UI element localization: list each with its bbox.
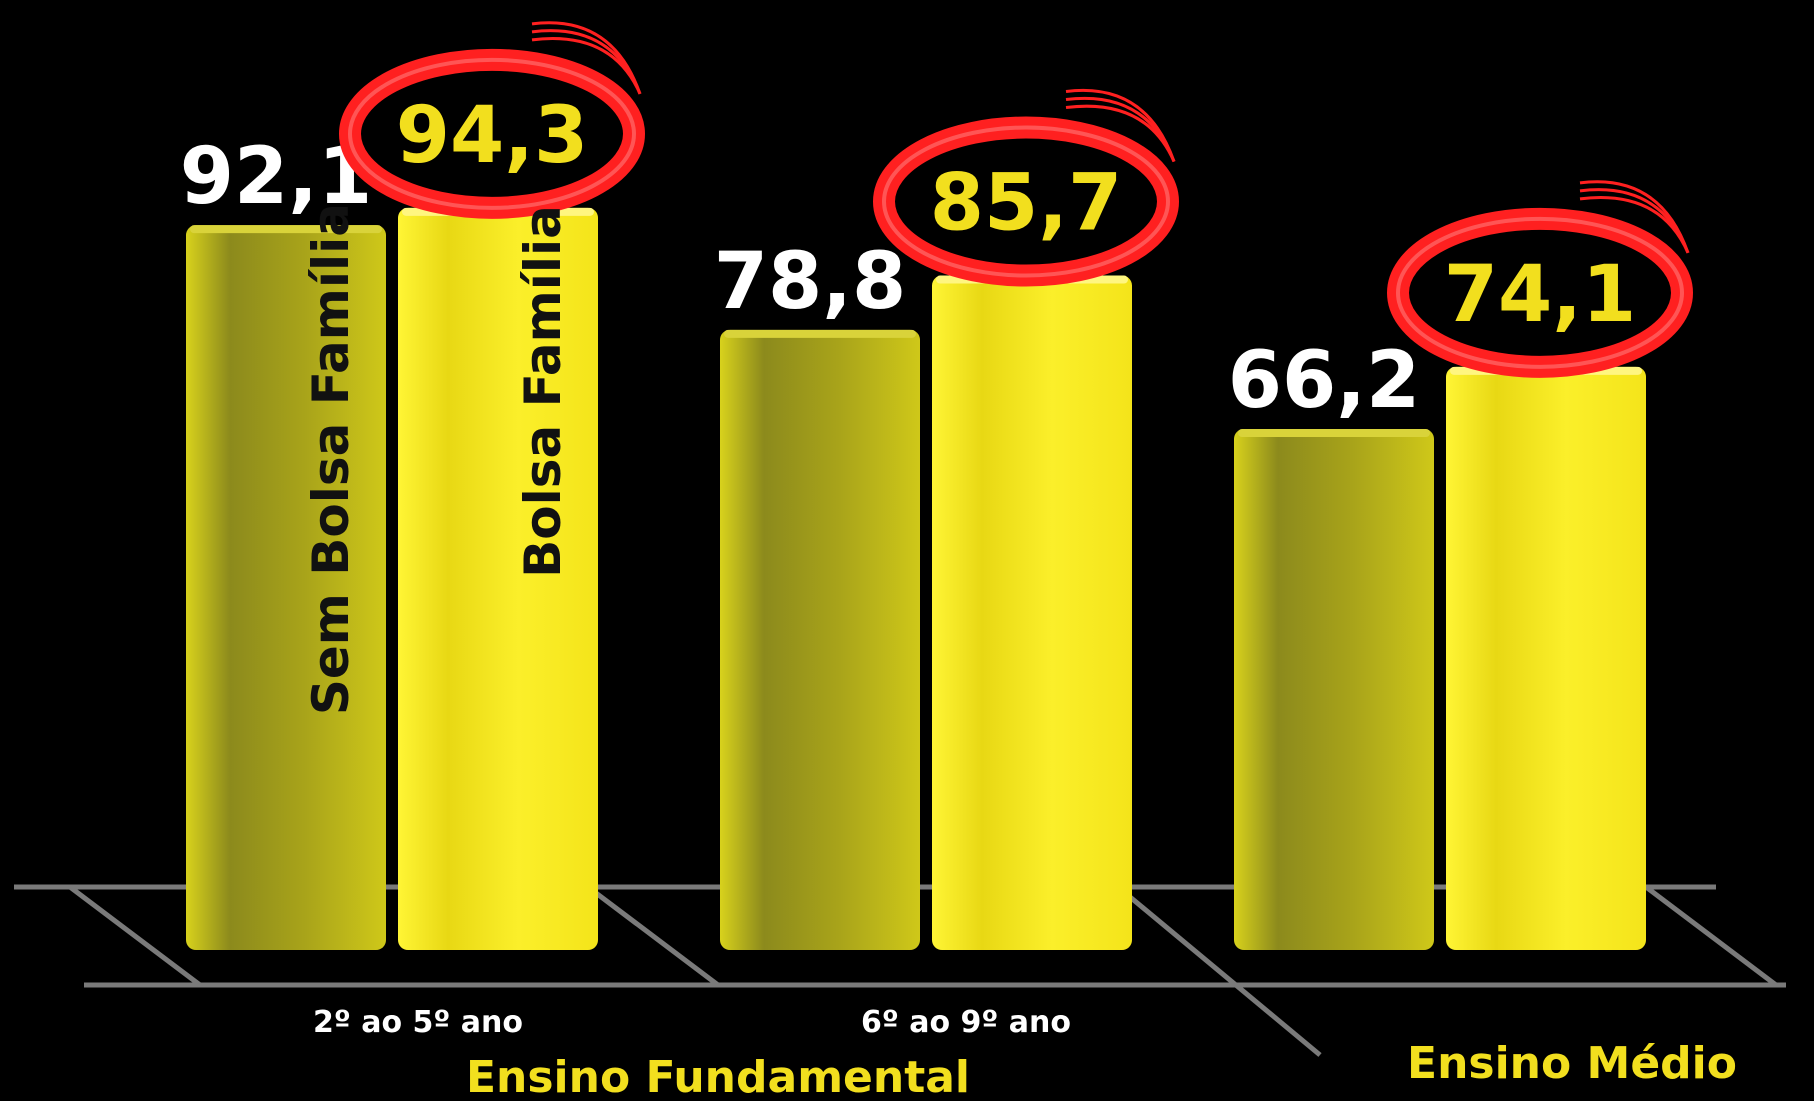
group-label-ensino-fundamental: Ensino Fundamental bbox=[466, 1052, 970, 1101]
bar-bolsa-familia-1 bbox=[398, 207, 598, 950]
bars-layer bbox=[186, 207, 1646, 951]
group-label-ensino-medio: Ensino Médio bbox=[1407, 1038, 1737, 1089]
category-label-1: 2º ao 5º ano bbox=[313, 1005, 523, 1040]
series-name-2: Bolsa Família bbox=[514, 205, 572, 578]
value-label-bolsa-familia-3: 74,1 bbox=[1444, 250, 1636, 340]
bar-top-edge bbox=[1238, 429, 1430, 438]
value-label-sem-bolsa-familia-1: 92,1 bbox=[180, 132, 372, 222]
value-label-sem-bolsa-familia-2: 78,8 bbox=[714, 237, 906, 327]
bar-bolsa-familia-2 bbox=[932, 275, 1132, 950]
highlight-ring-2 bbox=[873, 89, 1179, 287]
bar-sem-bolsa-familia-3 bbox=[1234, 429, 1434, 951]
labels-layer: 92,1 78,8 66,2 Sem Bolsa Família 94,3 85,7 74,… bbox=[180, 21, 1693, 715]
highlight-ring-3 bbox=[1387, 180, 1693, 378]
bar-bolsa-familia-3 bbox=[1446, 366, 1646, 950]
bar-top-edge bbox=[190, 225, 382, 234]
value-label-sem-bolsa-familia-3: 66,2 bbox=[1228, 336, 1420, 426]
value-label-bolsa-familia-1: 94,3 bbox=[396, 91, 588, 181]
value-label-bolsa-familia-2: 85,7 bbox=[930, 159, 1122, 249]
bar-sem-bolsa-familia-2 bbox=[720, 329, 920, 950]
series-name-1: Sem Bolsa Família bbox=[302, 203, 360, 715]
bar-sem-bolsa-familia-1 bbox=[186, 225, 386, 951]
category-label-2: 6º ao 9º ano bbox=[861, 1005, 1071, 1040]
bar-top-edge bbox=[724, 329, 916, 338]
highlight-ring-1 bbox=[339, 21, 645, 219]
